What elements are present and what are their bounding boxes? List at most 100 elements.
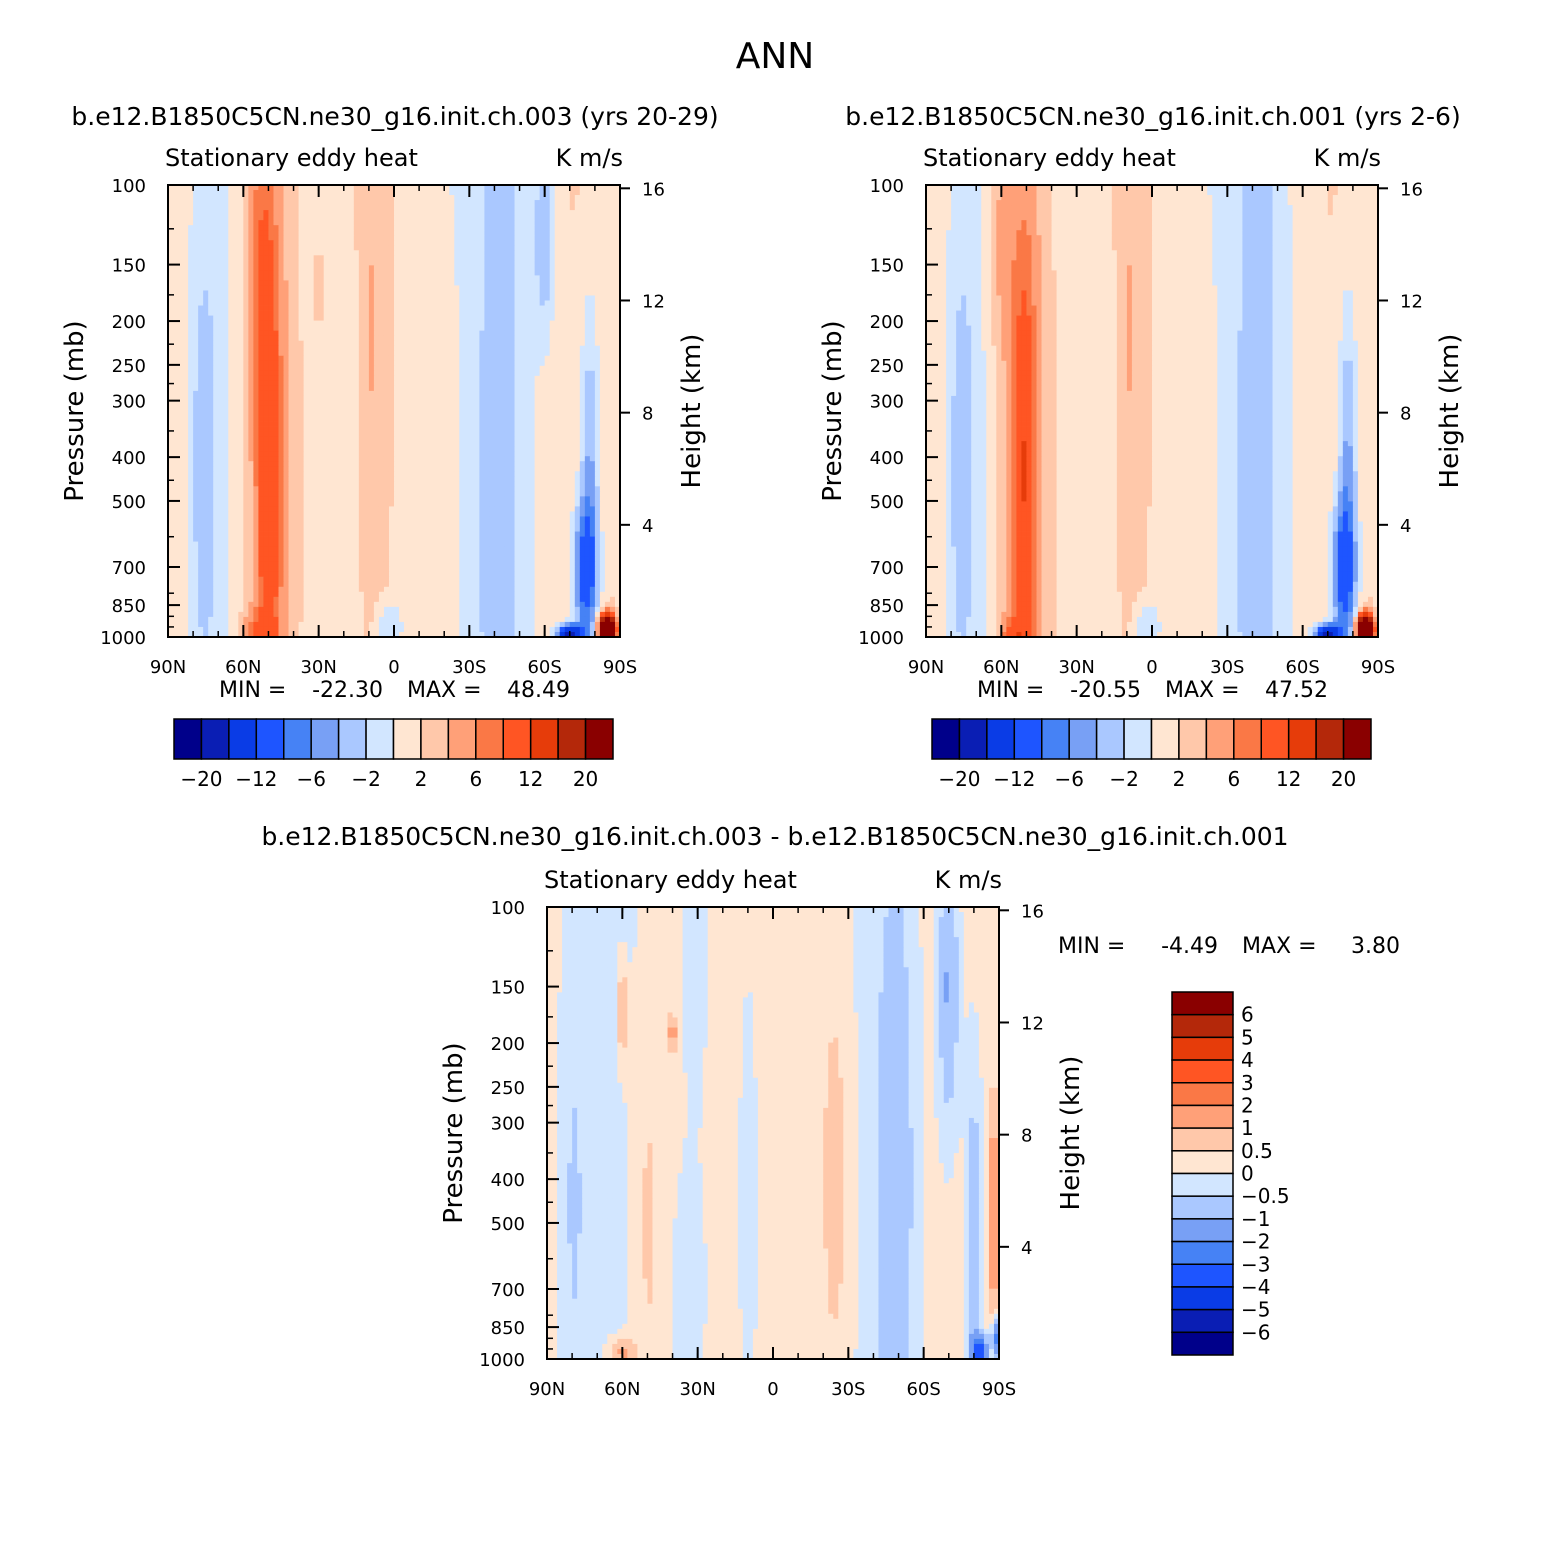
field-cell	[589, 405, 596, 412]
field-cell	[569, 275, 576, 281]
field-cell	[594, 365, 601, 372]
field-cell	[429, 230, 435, 236]
field-cell	[539, 220, 546, 226]
field-cell	[534, 320, 541, 327]
field-cell	[373, 441, 380, 447]
field-cell	[238, 280, 244, 286]
field-cell	[434, 421, 440, 427]
field-cell	[198, 431, 204, 437]
field-cell	[253, 300, 259, 306]
field-cell	[383, 240, 390, 246]
field-cell	[454, 275, 460, 281]
field-cell	[579, 395, 586, 402]
field-cell	[313, 370, 320, 377]
field-cell	[293, 260, 299, 266]
field-cell	[489, 260, 495, 266]
field-cell	[243, 385, 249, 392]
field-cell	[213, 190, 219, 196]
field-cell	[604, 431, 611, 437]
field-cell	[554, 345, 561, 352]
field-cell	[358, 310, 365, 316]
field-cell	[298, 431, 304, 437]
field-cell	[464, 215, 470, 221]
field-cell	[343, 320, 350, 327]
field-cell	[253, 395, 259, 402]
field-cell	[278, 390, 284, 397]
field-cell	[288, 215, 294, 221]
field-cell	[534, 250, 541, 256]
field-cell	[343, 240, 350, 246]
field-cell	[414, 320, 420, 327]
field-cell	[373, 280, 380, 286]
field-cell	[494, 220, 500, 226]
field-cell	[544, 395, 551, 402]
field-cell	[514, 295, 520, 301]
field-cell	[569, 456, 576, 462]
field-cell	[248, 300, 254, 306]
field-cell	[193, 416, 199, 422]
field-cell	[178, 405, 184, 412]
field-cell	[604, 350, 611, 357]
field-cell	[559, 325, 566, 332]
field-cell	[494, 355, 500, 362]
field-cell	[484, 380, 490, 387]
field-cell	[353, 431, 360, 437]
field-cell	[178, 375, 184, 382]
field-cell	[188, 225, 194, 231]
field-cell	[604, 345, 611, 352]
field-cell	[399, 426, 405, 432]
field-cell	[243, 360, 249, 367]
field-cell	[614, 431, 620, 437]
field-cell	[529, 416, 536, 422]
field-cell	[609, 411, 616, 417]
field-cell	[288, 456, 294, 462]
field-cell	[303, 400, 310, 407]
field-cell	[188, 280, 194, 286]
field-cell	[564, 340, 571, 347]
field-cell	[614, 260, 620, 266]
field-cell	[333, 275, 340, 281]
field-cell	[238, 235, 244, 241]
field-cell	[474, 280, 480, 286]
field-cell	[574, 230, 581, 236]
field-cell	[203, 315, 209, 321]
field-cell	[308, 225, 315, 231]
field-cell	[489, 215, 495, 221]
field-cell	[469, 375, 475, 382]
field-cell	[248, 405, 254, 412]
field-cell	[328, 335, 335, 342]
field-cell	[328, 350, 335, 357]
field-cell	[449, 441, 455, 447]
field-cell	[614, 335, 620, 342]
field-cell	[434, 285, 440, 291]
field-cell	[208, 300, 214, 306]
field-cell	[579, 335, 586, 342]
field-cell	[178, 421, 184, 427]
field-cell	[168, 315, 174, 321]
field-cell	[444, 335, 450, 342]
field-cell	[494, 240, 500, 246]
field-cell	[584, 375, 591, 382]
field-cell	[594, 340, 601, 347]
field-cell	[303, 280, 310, 286]
field-cell	[233, 461, 239, 467]
field-cell	[263, 200, 269, 206]
field-cell	[479, 370, 485, 377]
field-cell	[378, 280, 385, 286]
field-cell	[318, 295, 325, 301]
field-cell	[383, 310, 390, 316]
field-cell	[243, 190, 249, 196]
field-cell	[198, 330, 204, 337]
field-cell	[444, 330, 450, 337]
field-cell	[378, 265, 385, 271]
field-cell	[243, 320, 249, 327]
field-cell	[218, 395, 224, 402]
field-cell	[353, 350, 360, 357]
field-cell	[569, 431, 576, 437]
field-cell	[589, 456, 596, 462]
field-cell	[604, 340, 611, 347]
field-cell	[474, 421, 480, 427]
field-cell	[494, 405, 500, 412]
field-cell	[298, 285, 304, 291]
field-cell	[203, 411, 209, 417]
